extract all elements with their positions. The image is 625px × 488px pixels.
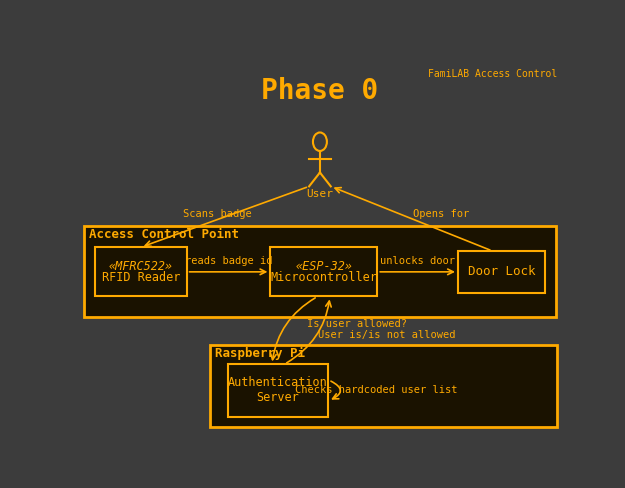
Text: Phase 0: Phase 0 [261, 77, 379, 105]
Text: Authentication
Server: Authentication Server [228, 376, 328, 405]
Bar [271, 247, 378, 297]
Text: FamiLAB Access Control: FamiLAB Access Control [428, 69, 557, 80]
Text: «MFRC522»: «MFRC522» [109, 260, 173, 273]
Bar [84, 226, 556, 317]
FancyArrowPatch shape [335, 187, 490, 250]
Bar [210, 345, 557, 427]
Text: «ESP-32»: «ESP-32» [295, 260, 352, 273]
Ellipse shape [313, 132, 327, 151]
Text: reads badge id: reads badge id [185, 256, 272, 265]
Text: User is/is not allowed: User is/is not allowed [318, 330, 455, 340]
Bar [95, 247, 187, 297]
FancyArrowPatch shape [189, 269, 266, 275]
Bar [458, 251, 544, 293]
Text: unlocks door: unlocks door [380, 256, 455, 265]
FancyArrowPatch shape [271, 298, 315, 360]
FancyArrowPatch shape [145, 187, 306, 246]
Text: Scans badge: Scans badge [183, 209, 252, 219]
FancyArrowPatch shape [380, 269, 453, 275]
FancyArrowPatch shape [287, 301, 331, 363]
Text: Checks hardcoded user list: Checks hardcoded user list [295, 386, 458, 395]
Text: RFID Reader: RFID Reader [102, 271, 180, 284]
FancyArrowPatch shape [331, 381, 341, 399]
Text: Raspberry Pi: Raspberry Pi [214, 347, 304, 360]
Text: User: User [306, 189, 333, 200]
Text: Microcontroller: Microcontroller [271, 271, 378, 284]
Text: Is user allowed?: Is user allowed? [307, 319, 407, 329]
Text: Access Control Point: Access Control Point [89, 228, 239, 242]
Text: Door Lock: Door Lock [468, 265, 535, 278]
Text: Opens for: Opens for [412, 209, 469, 219]
Bar [228, 364, 329, 417]
